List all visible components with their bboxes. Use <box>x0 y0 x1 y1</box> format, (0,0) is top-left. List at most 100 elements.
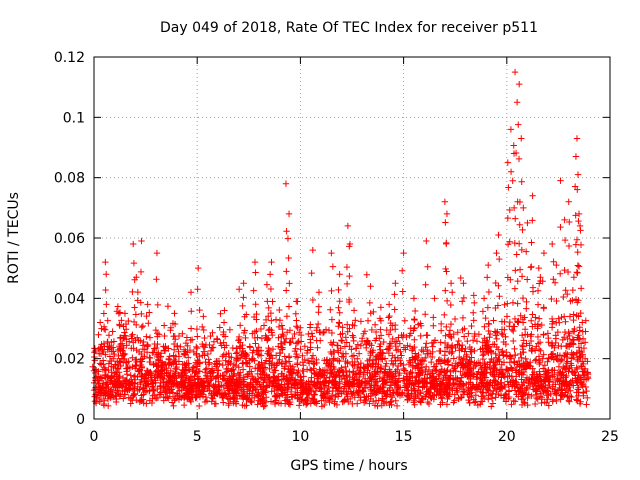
data-point-band <box>117 362 124 370</box>
data-point-band <box>115 352 122 360</box>
data-point-band <box>237 384 245 391</box>
data-point-band <box>252 376 260 383</box>
data-point-band <box>168 377 175 384</box>
data-point-band <box>297 373 305 381</box>
data-point-cluster <box>220 331 227 338</box>
data-point-cluster <box>557 223 564 231</box>
data-point <box>392 280 399 287</box>
data-point <box>385 301 393 308</box>
data-point-cluster <box>512 267 519 274</box>
data-point-band <box>393 388 400 396</box>
data-point-band <box>428 378 436 386</box>
data-point-band <box>363 271 371 278</box>
data-point-band <box>97 386 104 393</box>
data-point-band <box>346 374 354 381</box>
data-point-band <box>219 353 226 360</box>
data-point-band <box>179 330 186 337</box>
data-point-cluster <box>194 333 201 340</box>
data-point-band <box>452 367 459 375</box>
data-point-band <box>350 379 358 387</box>
data-point-band <box>574 397 581 404</box>
data-point-cluster <box>386 312 393 320</box>
data-point-band <box>191 379 198 386</box>
data-point-band <box>479 393 487 400</box>
data-point-band <box>371 368 378 375</box>
data-point-band <box>239 359 247 367</box>
data-point-cluster <box>143 312 150 320</box>
data-point-cluster <box>346 272 353 280</box>
data-point-band <box>294 359 301 367</box>
data-point-band <box>304 394 311 402</box>
data-point <box>574 171 582 178</box>
data-point-cluster <box>519 316 527 323</box>
data-point-cluster <box>569 286 577 294</box>
y-tick-label: 0.02 <box>54 352 85 368</box>
data-point-cluster <box>343 280 351 288</box>
data-point-cluster <box>534 287 542 295</box>
data-point-band <box>493 335 500 343</box>
data-point-band <box>392 397 399 404</box>
data-point-cluster <box>128 335 135 342</box>
data-point-band <box>275 323 283 331</box>
y-tick-label: 0.06 <box>54 231 85 247</box>
data-point-band <box>371 402 379 409</box>
data-point-band <box>437 320 445 328</box>
data-point-cluster <box>515 240 523 247</box>
data-point-band <box>358 337 366 345</box>
data-point-band <box>486 330 494 338</box>
data-point <box>220 319 228 326</box>
data-point-band <box>544 384 552 392</box>
data-point-band <box>100 379 107 387</box>
data-point-band <box>579 383 586 390</box>
data-point-band <box>385 349 393 357</box>
data-point-band <box>570 369 578 377</box>
data-point-band <box>126 364 134 372</box>
data-point-band <box>468 354 475 361</box>
data-point-band <box>291 330 298 338</box>
data-point-band <box>330 371 337 379</box>
data-point-band <box>258 368 266 375</box>
data-point-band <box>560 334 568 341</box>
data-point-band <box>523 384 531 391</box>
data-point-band <box>498 361 505 368</box>
data-point-cluster <box>269 345 277 353</box>
data-point-cluster <box>89 363 96 370</box>
data-point-band <box>338 353 346 360</box>
data-point-band <box>246 388 253 395</box>
data-point-band <box>166 353 173 360</box>
data-point-cluster <box>154 301 162 309</box>
data-point-band <box>173 366 180 373</box>
data-point-cluster <box>422 281 429 288</box>
data-point-band <box>436 347 443 355</box>
data-point-cluster <box>471 347 478 355</box>
data-point-band <box>417 390 424 397</box>
data-point-cluster <box>484 274 491 281</box>
data-point-band <box>111 380 118 387</box>
data-point-band <box>156 390 163 398</box>
data-point-band <box>374 369 382 376</box>
data-point-band <box>210 338 218 345</box>
data-point-band <box>166 390 174 397</box>
data-point <box>513 99 521 106</box>
data-point-band <box>103 387 110 394</box>
data-point-band <box>477 387 484 395</box>
data-point <box>183 334 191 341</box>
data-point-band <box>228 367 235 374</box>
data-point-cluster <box>556 270 564 277</box>
y-tick-label: 0.1 <box>63 110 85 126</box>
data-point-cluster <box>410 327 417 334</box>
data-point-band <box>502 398 510 405</box>
data-point-band <box>466 399 474 407</box>
data-point-band <box>400 365 407 373</box>
data-point-band <box>442 377 450 384</box>
data-point-band <box>123 359 130 366</box>
data-point-band <box>329 384 337 391</box>
data-point-cluster <box>328 287 335 295</box>
data-point-band <box>364 360 371 368</box>
data-point-band <box>357 381 364 389</box>
data-point-cluster <box>459 314 467 322</box>
data-point-band <box>153 362 160 370</box>
data-point-band <box>465 379 473 387</box>
data-point-band <box>360 399 368 406</box>
data-point-band <box>354 364 361 372</box>
